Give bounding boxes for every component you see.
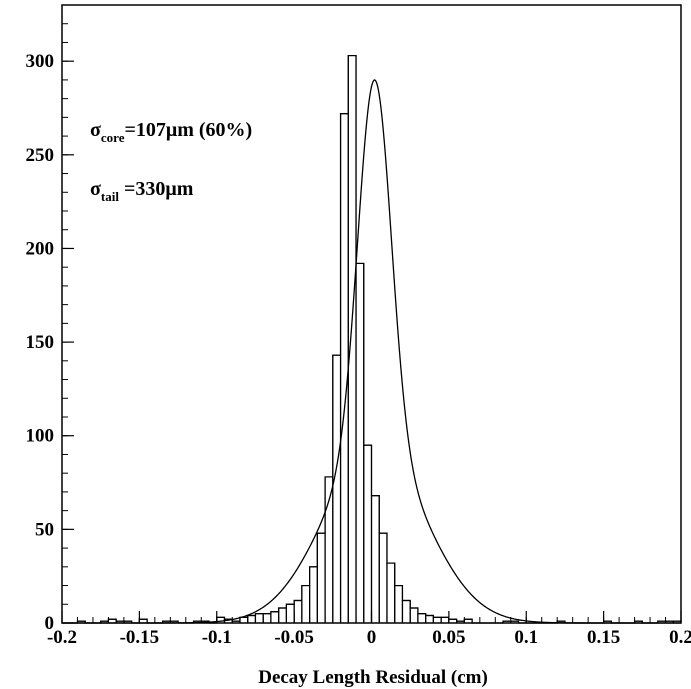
- histogram-bin: [332, 354, 342, 623]
- x-axis-label: Decay Length Residual (cm): [258, 667, 488, 688]
- y-tick-label: 300: [26, 51, 55, 72]
- histogram-bin: [262, 613, 272, 623]
- histogram-bin: [301, 584, 311, 623]
- histogram-bin: [239, 616, 249, 623]
- histogram-bin: [278, 607, 287, 623]
- histogram-bin: [316, 532, 326, 623]
- histogram-bin: [339, 113, 349, 623]
- x-tick-label: -0.1: [202, 627, 232, 648]
- histogram-bin: [293, 599, 303, 623]
- histogram-bin: [394, 584, 404, 623]
- y-tick-label: 50: [35, 519, 54, 540]
- histogram-bin: [363, 444, 373, 623]
- histogram-bin: [309, 566, 318, 623]
- histogram-bin: [386, 562, 396, 623]
- histogram-bin: [247, 614, 257, 623]
- histogram-bin: [440, 616, 450, 623]
- x-tick-label: -0.05: [274, 627, 314, 648]
- histogram-bin: [270, 611, 280, 623]
- sigma-tail-value: =330μm: [119, 178, 194, 200]
- histogram-bin: [425, 614, 434, 623]
- histogram-bin: [432, 616, 442, 623]
- histogram-bin: [409, 607, 419, 623]
- plot-area: [61, 4, 682, 624]
- histogram-bin: [401, 599, 411, 623]
- histogram-bin: [370, 495, 380, 623]
- y-tick-label: 150: [26, 332, 55, 353]
- histogram-bin: [216, 616, 226, 623]
- histogram-bin: [347, 54, 357, 623]
- x-tick-label: 0.15: [587, 627, 620, 648]
- x-tick-label: -0.15: [120, 627, 160, 648]
- x-tick-label: 0.05: [432, 627, 465, 648]
- histogram-bin: [285, 603, 295, 623]
- x-axis-ticks: -0.2 -0.15 -0.1 -0.05 0 0.05 0.1 0.15 0.2: [47, 611, 691, 648]
- sigma-tail-annotation: σtail =330μm: [90, 178, 194, 204]
- x-tick-label: 0.2: [669, 627, 691, 648]
- histogram-bin: [417, 613, 427, 623]
- x-tick-label: 0.1: [514, 627, 538, 648]
- sigma-core-annotation: σcore=107μm (60%): [90, 119, 252, 145]
- sigma-tail-symbol: σ: [90, 178, 101, 200]
- y-tick-label: 100: [26, 426, 55, 447]
- y-axis-ticks: 0 50 100 150 200 250 300: [26, 4, 74, 634]
- histogram-bin: [254, 613, 264, 623]
- fit-curve: [62, 79, 681, 624]
- sigma-core-symbol: σ: [90, 119, 101, 141]
- sigma-core-subscript: core: [101, 130, 125, 145]
- y-tick-label: 200: [26, 238, 55, 259]
- sigma-tail-subscript: tail: [101, 189, 119, 204]
- histogram-bin: [378, 532, 388, 623]
- x-tick-label: -0.2: [47, 627, 77, 648]
- x-tick-label: 0: [367, 627, 377, 648]
- y-tick-label: 250: [26, 145, 55, 166]
- y-tick-label: 0: [45, 613, 55, 634]
- sigma-core-value: =107μm (60%): [124, 119, 252, 141]
- histogram-bin: [355, 262, 365, 623]
